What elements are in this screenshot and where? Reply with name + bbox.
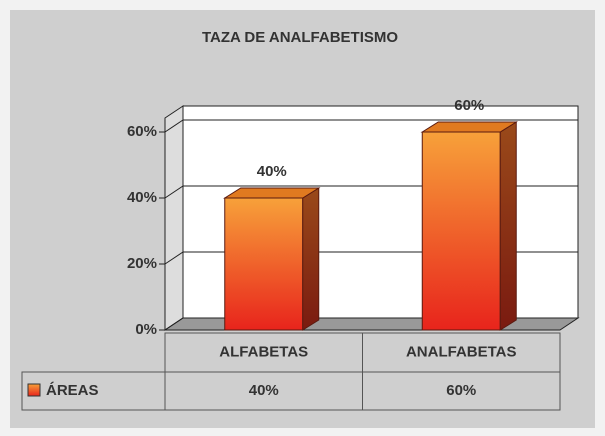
data-label: 40% — [257, 163, 287, 180]
side-wall — [164, 105, 184, 331]
table-value: 60% — [446, 382, 476, 399]
table-value: 40% — [249, 382, 279, 399]
bar — [224, 197, 304, 331]
bar-top — [420, 121, 518, 133]
grid-line — [164, 119, 578, 133]
bar-top — [223, 187, 321, 199]
x-tick-label: ALFABETAS — [219, 343, 308, 360]
bar — [421, 131, 501, 331]
chart-title: TAZA DE ANALFABETISMO — [202, 29, 398, 46]
legend-label: ÁREAS — [46, 382, 99, 399]
data-label: 60% — [454, 97, 484, 114]
bar-side — [302, 187, 320, 331]
table-row — [21, 371, 561, 411]
bar-side — [499, 121, 517, 331]
y-tick-label: 60% — [127, 123, 157, 140]
y-tick-label: 20% — [127, 255, 157, 272]
legend-key — [27, 383, 41, 397]
x-tick-label: ANALFABETAS — [406, 343, 517, 360]
y-tick-label: 0% — [135, 321, 157, 338]
y-tick-label: 40% — [127, 189, 157, 206]
